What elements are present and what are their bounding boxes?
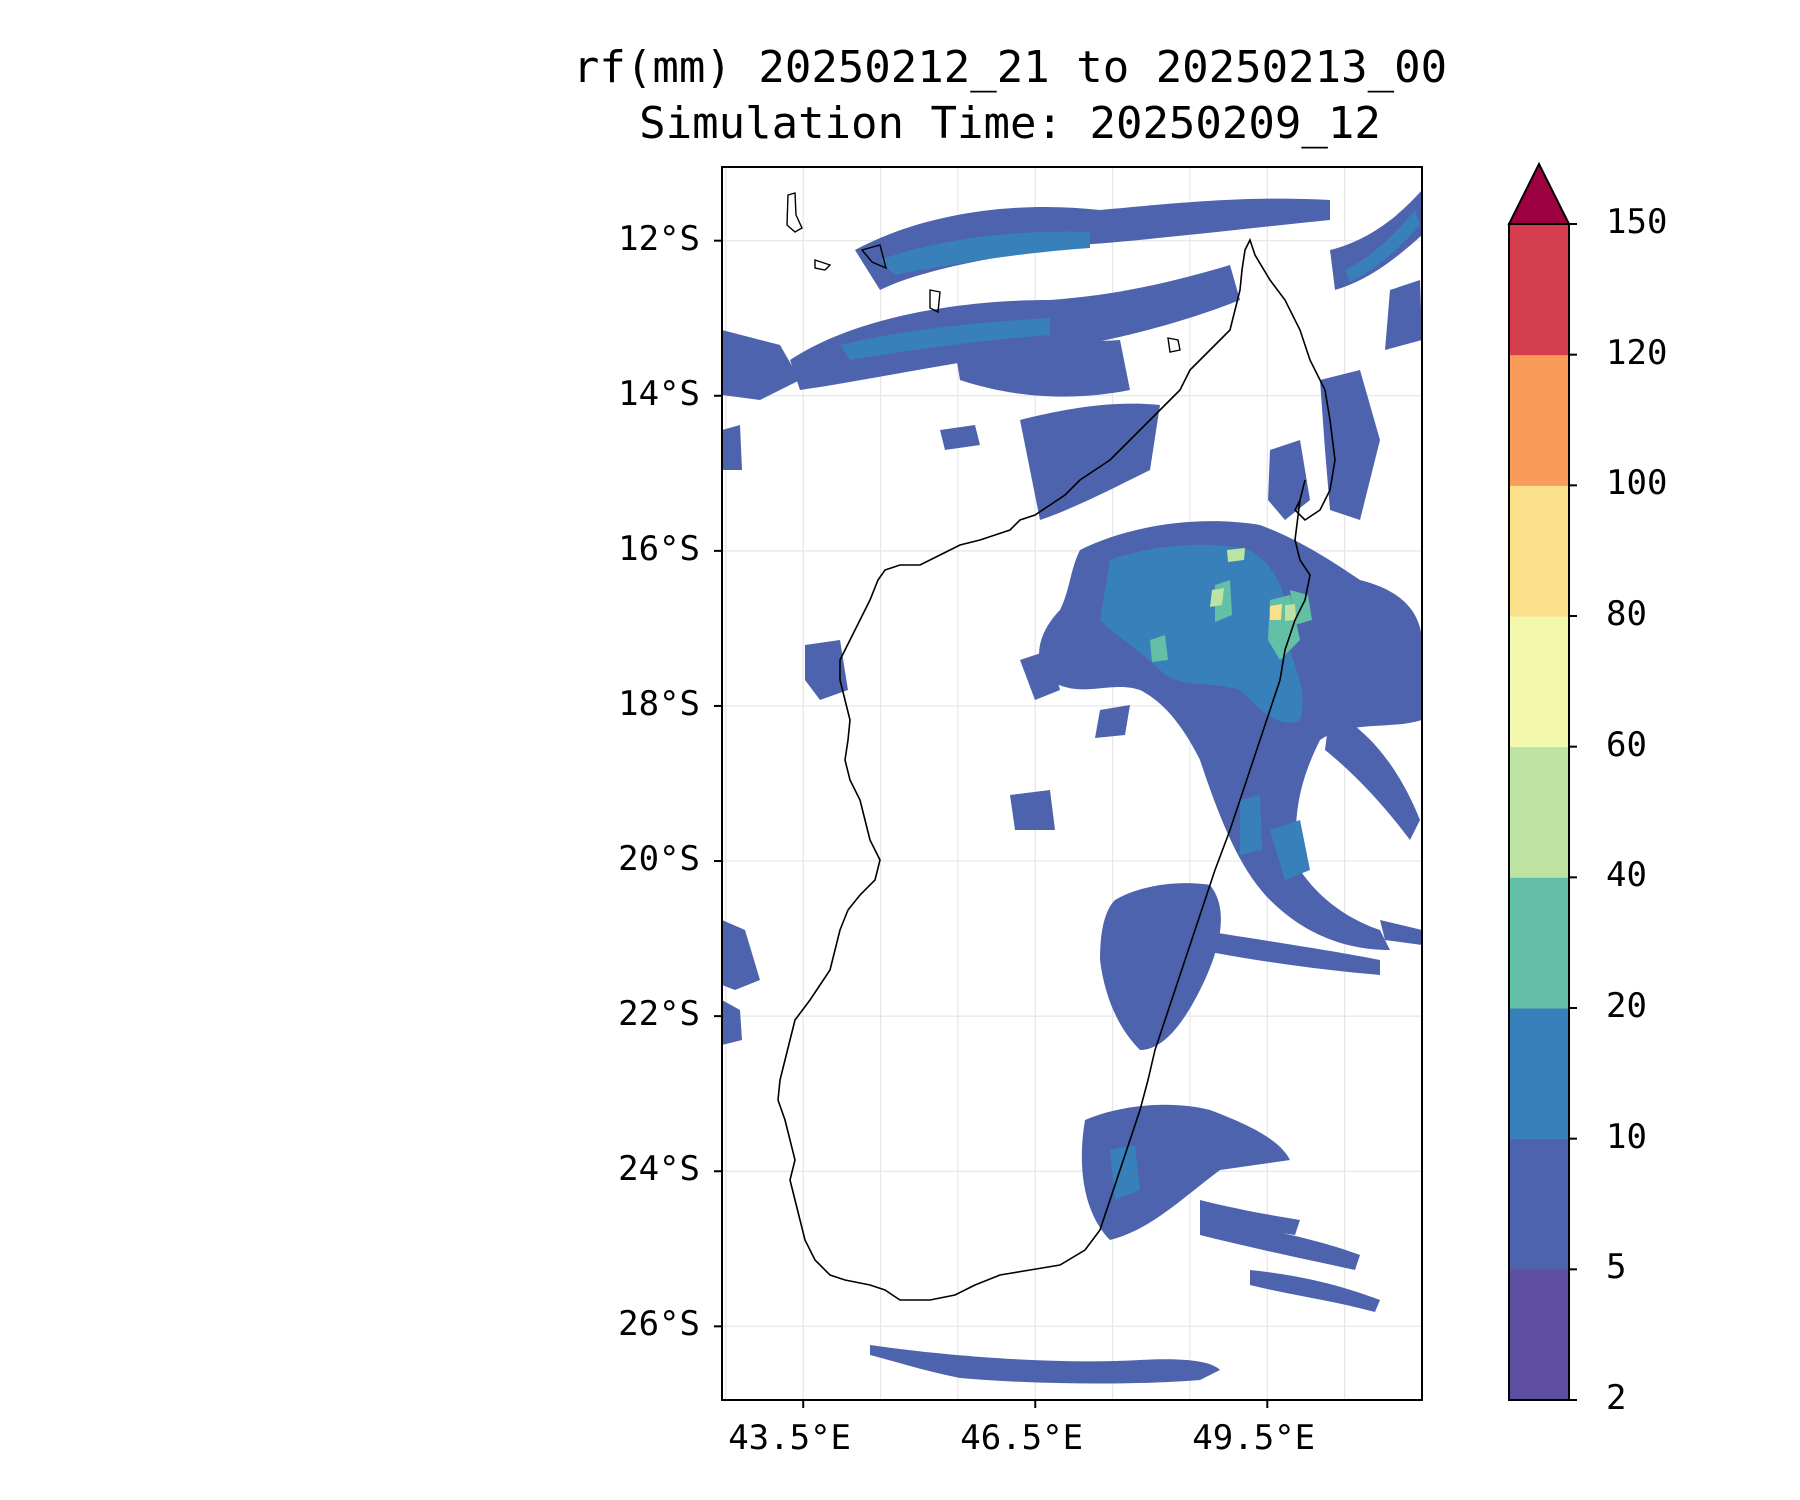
lat-label: 12°S — [618, 218, 700, 259]
lon-label: 43.5°E — [728, 1418, 852, 1458]
colorbar-segment — [1509, 1008, 1569, 1140]
colorbar-tick-label: 150 — [1606, 202, 1668, 242]
colorbar-tick-label: 2 — [1606, 1378, 1627, 1418]
colorbar-segment — [1509, 1269, 1569, 1401]
colorbar-segment — [1509, 485, 1569, 617]
lat-label: 20°S — [618, 839, 700, 880]
colorbar-segment — [1509, 354, 1569, 486]
coastline-islands — [786, 192, 1181, 353]
colorbar-tick-label: 20 — [1606, 986, 1647, 1026]
colorbar-tick-label: 100 — [1606, 463, 1668, 504]
colorbar-segment — [1509, 877, 1569, 1009]
colorbar-tick-label: 40 — [1606, 855, 1647, 896]
colorbar-segment — [1509, 746, 1569, 878]
lat-ticks — [714, 239, 722, 1328]
coastline-madagascar — [777, 237, 1336, 1301]
colorbar-tick-label: 10 — [1606, 1116, 1647, 1157]
colorbar-tick-label: 5 — [1606, 1247, 1627, 1288]
colorbar-segment — [1509, 1138, 1569, 1270]
lon-label: 46.5°E — [960, 1418, 1084, 1458]
lat-label: 24°S — [618, 1149, 700, 1190]
map-frame — [721, 166, 1423, 1401]
colorbar-segment — [1509, 616, 1569, 748]
colorbar-ticks — [1569, 223, 1577, 1401]
title-line-1: rf(mm) 20250212_21 to 20250213_00 — [572, 42, 1448, 93]
colorbar — [1509, 224, 1569, 1401]
lon-label: 49.5°E — [1192, 1418, 1316, 1458]
lat-label: 14°S — [618, 373, 700, 414]
colorbar-tick-label: 60 — [1606, 724, 1647, 765]
lat-label: 16°S — [618, 528, 700, 569]
lat-label: 22°S — [618, 994, 700, 1035]
precipitation-field — [722, 190, 1422, 1384]
colorbar-tick-label: 80 — [1606, 594, 1647, 634]
lat-label: 26°S — [618, 1304, 700, 1345]
colorbar-frame — [1508, 223, 1570, 1401]
gridlines — [722, 167, 1422, 1400]
title-line-2: Simulation Time: 20250209_12 — [639, 98, 1381, 149]
lon-ticks — [802, 1400, 1269, 1408]
colorbar-tick-label: 120 — [1606, 332, 1668, 373]
colorbar-segment — [1509, 224, 1569, 356]
lat-label: 18°S — [618, 683, 700, 724]
colorbar-extend-arrow — [1507, 161, 1571, 225]
